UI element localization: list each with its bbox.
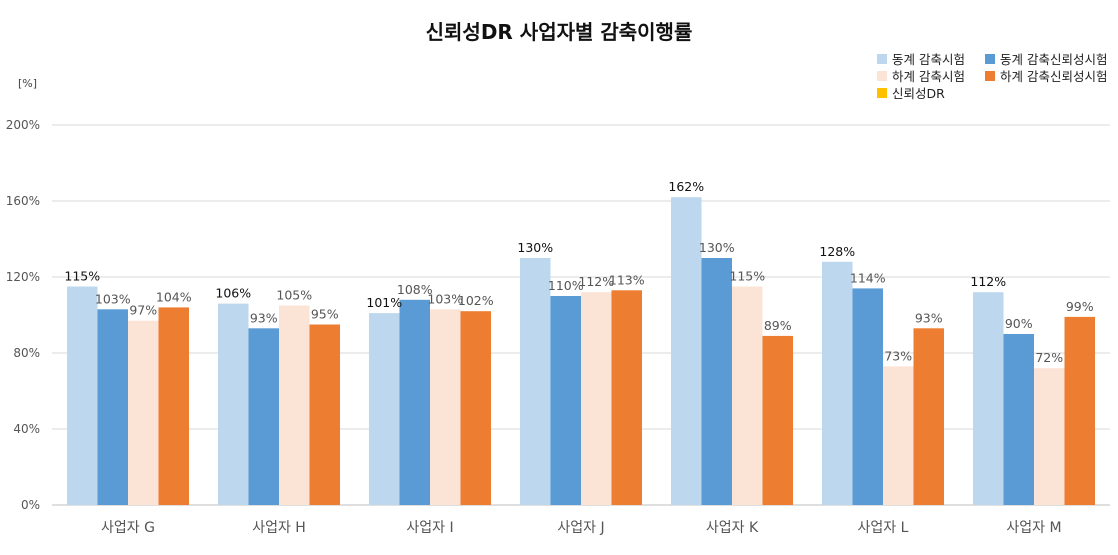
- legend-label: 하계 감축신뢰성시험: [1000, 69, 1107, 84]
- chart-title: 신뢰성DR 사업자별 감축이행률: [426, 20, 693, 44]
- data-label: 89%: [764, 318, 792, 333]
- data-label: 115%: [64, 269, 100, 284]
- data-label: 114%: [850, 270, 886, 285]
- bar: [701, 258, 732, 505]
- legend-label: 동계 감축신뢰성시험: [1000, 52, 1107, 67]
- legend-swatch: [877, 54, 887, 64]
- legend-label: 신뢰성DR: [892, 86, 945, 101]
- bar: [852, 288, 883, 505]
- bar: [913, 328, 944, 505]
- bar: [97, 309, 128, 505]
- x-tick-label: 사업자 M: [1006, 520, 1061, 536]
- x-tick-label: 사업자 H: [252, 520, 306, 536]
- data-label: 97%: [129, 303, 157, 318]
- data-label: 101%: [366, 295, 402, 310]
- bar: [1064, 316, 1095, 505]
- data-label: 128%: [819, 244, 855, 259]
- y-axis: 0% 40% 80% 120% 160% 200%: [6, 118, 40, 512]
- legend-swatch: [877, 71, 887, 81]
- y-tick-label: 200%: [6, 118, 40, 132]
- data-label: 95%: [311, 307, 339, 322]
- bars: [67, 197, 1095, 505]
- bar: [67, 286, 98, 505]
- bar: [883, 366, 914, 505]
- legend-label: 하계 감축시험: [892, 69, 965, 84]
- data-label: 103%: [95, 291, 131, 306]
- x-tick-label: 사업자 J: [557, 520, 604, 536]
- y-tick-label: 80%: [13, 346, 40, 360]
- bar: [248, 328, 279, 505]
- y-unit-label: [%]: [18, 77, 37, 90]
- bar: [309, 324, 340, 505]
- data-label: 130%: [699, 240, 735, 255]
- data-label: 73%: [884, 348, 912, 363]
- legend-label: 동계 감축시험: [892, 52, 965, 67]
- data-label: 113%: [609, 272, 645, 287]
- bar: [732, 286, 763, 505]
- bar: [158, 307, 189, 505]
- data-label: 108%: [397, 282, 433, 297]
- bar: [762, 335, 793, 505]
- data-label: 102%: [458, 293, 494, 308]
- data-label: 106%: [215, 286, 251, 301]
- data-label: 130%: [517, 240, 553, 255]
- data-label: 72%: [1035, 350, 1063, 365]
- bar: [671, 197, 702, 505]
- bar: [430, 309, 461, 505]
- data-label: 112%: [970, 274, 1006, 289]
- y-tick-label: 40%: [13, 422, 40, 436]
- data-label: 104%: [156, 289, 192, 304]
- bar: [550, 296, 581, 505]
- bar: [279, 305, 310, 505]
- bar: [369, 313, 400, 505]
- bar: [973, 292, 1004, 505]
- x-tick-label: 사업자 L: [858, 520, 909, 536]
- data-label: 93%: [250, 310, 278, 325]
- bar: [1003, 334, 1034, 505]
- data-label: 115%: [729, 269, 765, 284]
- y-tick-label: 120%: [6, 270, 40, 284]
- x-tick-label: 사업자 I: [406, 520, 453, 536]
- x-tick-label: 사업자 K: [706, 520, 759, 536]
- y-tick-label: 0%: [21, 498, 40, 512]
- bar: [822, 261, 853, 505]
- data-labels: 115%103%97%104% 106%93%105%95%101%108%103…: [64, 179, 1093, 365]
- data-label: 162%: [668, 179, 704, 194]
- bar: [520, 258, 551, 505]
- bar: [460, 311, 491, 505]
- bar: [218, 303, 249, 505]
- bar: [1034, 368, 1065, 505]
- data-label: 105%: [276, 288, 312, 303]
- legend-swatch: [985, 54, 995, 64]
- data-label: 99%: [1066, 299, 1094, 314]
- bar: [399, 299, 430, 505]
- y-tick-label: 160%: [6, 194, 40, 208]
- x-axis: 사업자 G 사업자 H 사업자 I 사업자 J 사업자 K 사업자 L 사업자 M: [101, 520, 1062, 536]
- data-label: 103%: [427, 291, 463, 306]
- x-tick-label: 사업자 G: [101, 520, 155, 536]
- data-label: 90%: [1005, 316, 1033, 331]
- data-label: 110%: [548, 278, 584, 293]
- legend-swatch: [877, 88, 887, 98]
- data-label: 112%: [578, 274, 614, 289]
- legend-swatch: [985, 71, 995, 81]
- bar: [128, 320, 159, 505]
- bar: [611, 290, 642, 505]
- bar: [581, 292, 612, 505]
- data-label: 93%: [915, 310, 943, 325]
